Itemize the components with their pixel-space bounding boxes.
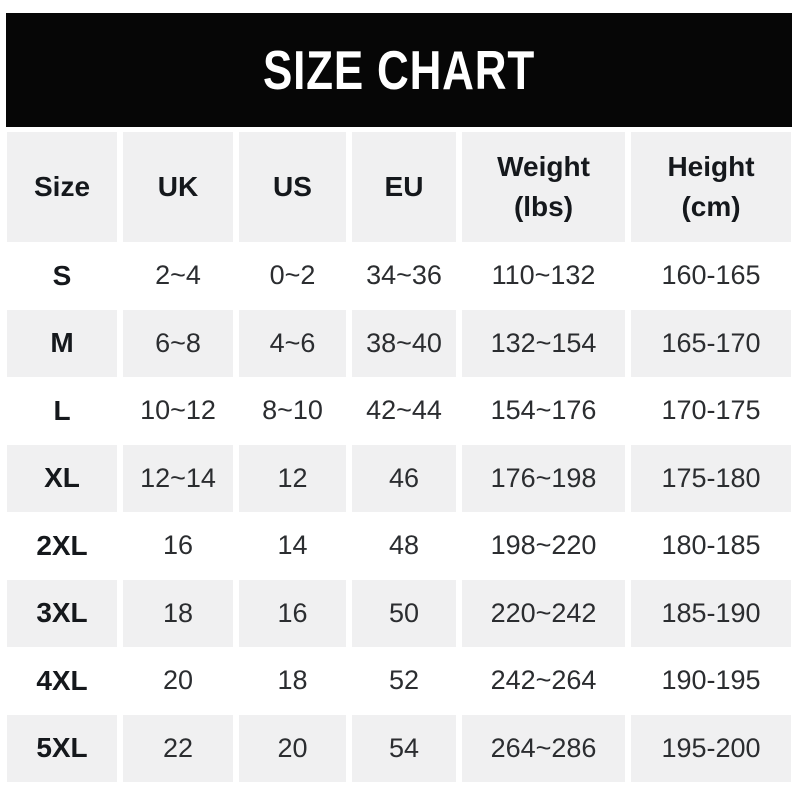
table-row-s: S 2~4 0~2 34~36 110~132 160-165 bbox=[7, 242, 791, 310]
header-cell-us: US bbox=[239, 132, 346, 242]
cell-height: 160-165 bbox=[631, 242, 791, 310]
cell-eu: 46 bbox=[352, 444, 456, 512]
cell-us: 16 bbox=[239, 579, 346, 647]
cell-height: 180-185 bbox=[631, 512, 791, 580]
cell-weight: 220~242 bbox=[462, 579, 625, 647]
cell-weight: 132~154 bbox=[462, 309, 625, 377]
cell-eu: 54 bbox=[352, 714, 456, 782]
table-row-xl: XL 12~14 12 46 176~198 175-180 bbox=[7, 444, 791, 512]
table-row-l: L 10~12 8~10 42~44 154~176 170-175 bbox=[7, 377, 791, 445]
header-label: UK bbox=[157, 171, 199, 202]
header-sublabel: (cm) bbox=[681, 191, 741, 222]
title-banner: SIZE CHART bbox=[6, 13, 792, 127]
header-cell-size: Size bbox=[7, 132, 117, 242]
table-row-3xl: 3XL 18 16 50 220~242 185-190 bbox=[7, 579, 791, 647]
cell-us: 18 bbox=[239, 647, 346, 715]
cell-height: 175-180 bbox=[631, 444, 791, 512]
cell-uk: 18 bbox=[123, 579, 233, 647]
header-label: Height bbox=[667, 151, 755, 182]
header-cell-height: Height (cm) bbox=[631, 132, 791, 242]
cell-eu: 34~36 bbox=[352, 242, 456, 310]
cell-size: 2XL bbox=[7, 512, 117, 580]
cell-eu: 38~40 bbox=[352, 309, 456, 377]
cell-size: S bbox=[7, 242, 117, 310]
cell-height: 190-195 bbox=[631, 647, 791, 715]
cell-eu: 52 bbox=[352, 647, 456, 715]
header-label: Weight bbox=[497, 151, 590, 182]
cell-uk: 22 bbox=[123, 714, 233, 782]
cell-us: 4~6 bbox=[239, 309, 346, 377]
header-label: US bbox=[273, 171, 312, 202]
cell-height: 165-170 bbox=[631, 309, 791, 377]
cell-us: 20 bbox=[239, 714, 346, 782]
page-title: SIZE CHART bbox=[263, 39, 535, 101]
cell-uk: 2~4 bbox=[123, 242, 233, 310]
cell-size: 5XL bbox=[7, 714, 117, 782]
table-header-row: Size UK US EU Weight (lbs) bbox=[7, 132, 791, 242]
table-row-m: M 6~8 4~6 38~40 132~154 165-170 bbox=[7, 309, 791, 377]
cell-us: 8~10 bbox=[239, 377, 346, 445]
cell-size: M bbox=[7, 309, 117, 377]
cell-uk: 6~8 bbox=[123, 309, 233, 377]
cell-uk: 16 bbox=[123, 512, 233, 580]
cell-height: 170-175 bbox=[631, 377, 791, 445]
cell-weight: 176~198 bbox=[462, 444, 625, 512]
cell-weight: 242~264 bbox=[462, 647, 625, 715]
cell-weight: 264~286 bbox=[462, 714, 625, 782]
cell-size: 3XL bbox=[7, 579, 117, 647]
header-label: EU bbox=[384, 171, 424, 202]
cell-height: 195-200 bbox=[631, 714, 791, 782]
cell-size: L bbox=[7, 377, 117, 445]
header-label: Size bbox=[33, 171, 91, 202]
cell-weight: 154~176 bbox=[462, 377, 625, 445]
table-row-5xl: 5XL 22 20 54 264~286 195-200 bbox=[7, 714, 791, 782]
cell-size: 4XL bbox=[7, 647, 117, 715]
cell-us: 12 bbox=[239, 444, 346, 512]
header-cell-eu: EU bbox=[352, 132, 456, 242]
cell-eu: 50 bbox=[352, 579, 456, 647]
cell-uk: 20 bbox=[123, 647, 233, 715]
size-chart-table: Size UK US EU Weight (lbs) bbox=[1, 132, 797, 782]
cell-us: 0~2 bbox=[239, 242, 346, 310]
cell-eu: 42~44 bbox=[352, 377, 456, 445]
cell-us: 14 bbox=[239, 512, 346, 580]
header-cell-uk: UK bbox=[123, 132, 233, 242]
cell-height: 185-190 bbox=[631, 579, 791, 647]
cell-eu: 48 bbox=[352, 512, 456, 580]
cell-weight: 198~220 bbox=[462, 512, 625, 580]
table-row-2xl: 2XL 16 14 48 198~220 180-185 bbox=[7, 512, 791, 580]
table-row-4xl: 4XL 20 18 52 242~264 190-195 bbox=[7, 647, 791, 715]
header-cell-weight: Weight (lbs) bbox=[462, 132, 625, 242]
cell-weight: 110~132 bbox=[462, 242, 625, 310]
cell-uk: 10~12 bbox=[123, 377, 233, 445]
cell-size: XL bbox=[7, 444, 117, 512]
header-sublabel: (lbs) bbox=[513, 191, 574, 222]
cell-uk: 12~14 bbox=[123, 444, 233, 512]
